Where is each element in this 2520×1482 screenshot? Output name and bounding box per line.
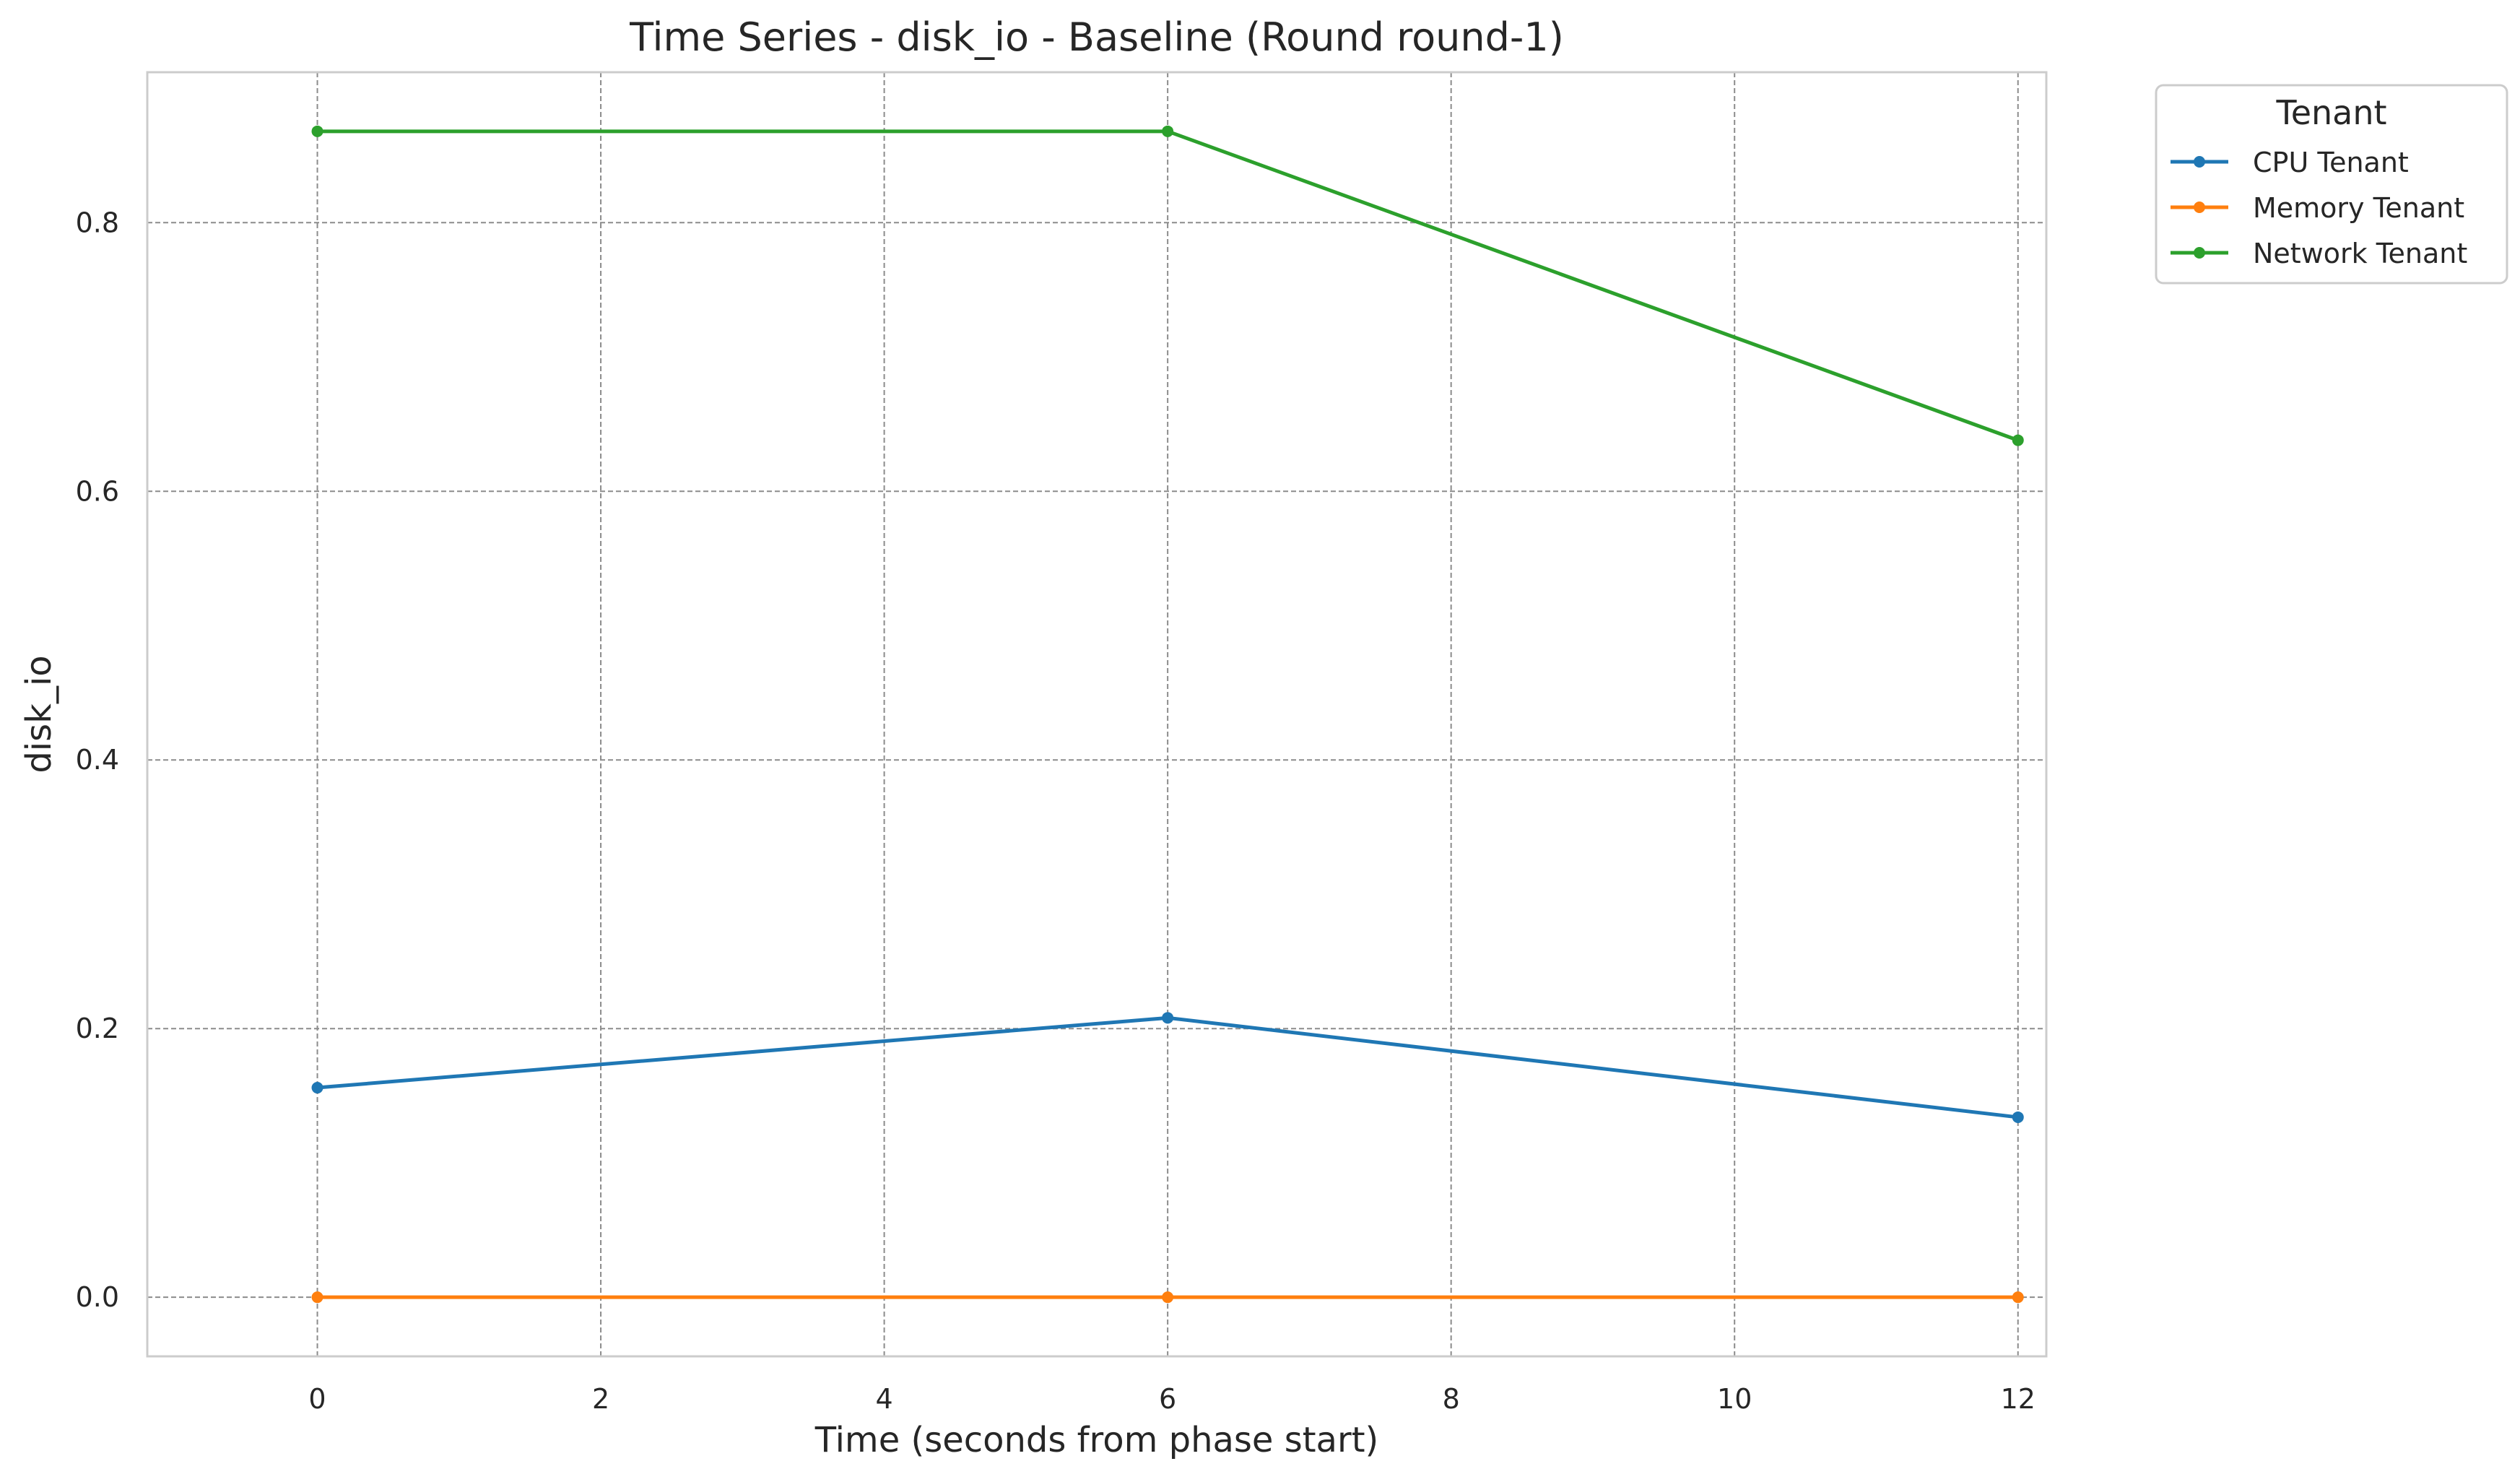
chart-title: Time Series - disk_io - Baseline (Round … [629, 14, 1564, 60]
data-point [311, 1082, 323, 1094]
data-point [1162, 1012, 1174, 1024]
legend-entry: Network Tenant [2171, 238, 2467, 269]
data-point [2012, 434, 2024, 446]
x-tick-label: 0 [308, 1383, 326, 1415]
legend-label: CPU Tenant [2253, 147, 2409, 178]
data-point [311, 125, 323, 137]
legend-entry: CPU Tenant [2171, 147, 2409, 178]
series-memory-tenant [311, 1291, 2024, 1304]
data-point [1162, 125, 1174, 137]
x-tick-label: 6 [1159, 1383, 1176, 1415]
data-point [2012, 1291, 2024, 1304]
y-tick-label: 0.2 [76, 1013, 119, 1044]
legend-marker [2194, 156, 2205, 168]
x-tick-label: 4 [876, 1383, 893, 1415]
data-point [311, 1291, 323, 1304]
legend-label: Memory Tenant [2253, 192, 2464, 224]
x-tick-label: 12 [2001, 1383, 2035, 1415]
y-tick-label: 0.0 [76, 1281, 119, 1313]
series-cpu-tenant [311, 1012, 2024, 1123]
series-layer [311, 125, 2024, 1304]
legend-marker [2194, 247, 2205, 259]
y-tick-label: 0.8 [76, 207, 119, 238]
data-point [2012, 1111, 2024, 1123]
legend-label: Network Tenant [2253, 238, 2467, 269]
legend-box [2155, 84, 2508, 285]
legend-marker [2194, 202, 2205, 213]
axis-ticks: 0 2 4 6 8 10 12 0.0 0.2 0.4 0.6 0.8 [76, 207, 2035, 1415]
legend-entry: Memory Tenant [2171, 192, 2464, 224]
legend: Tenant CPU Tenant Memory Tenant Network Te… [2155, 84, 2508, 285]
y-tick-label: 0.4 [76, 744, 119, 776]
y-tick-label: 0.6 [76, 475, 119, 507]
x-axis-label: Time (seconds from phase start) [814, 1420, 1379, 1460]
x-tick-label: 8 [1443, 1383, 1460, 1415]
series-network-tenant [311, 125, 2024, 446]
x-tick-label: 2 [592, 1383, 609, 1415]
plot-frame [146, 71, 2048, 1358]
x-tick-label: 10 [1717, 1383, 1752, 1415]
legend-title: Tenant [2275, 93, 2386, 132]
y-axis-label: disk_io [19, 655, 59, 773]
data-point [1162, 1291, 1174, 1304]
